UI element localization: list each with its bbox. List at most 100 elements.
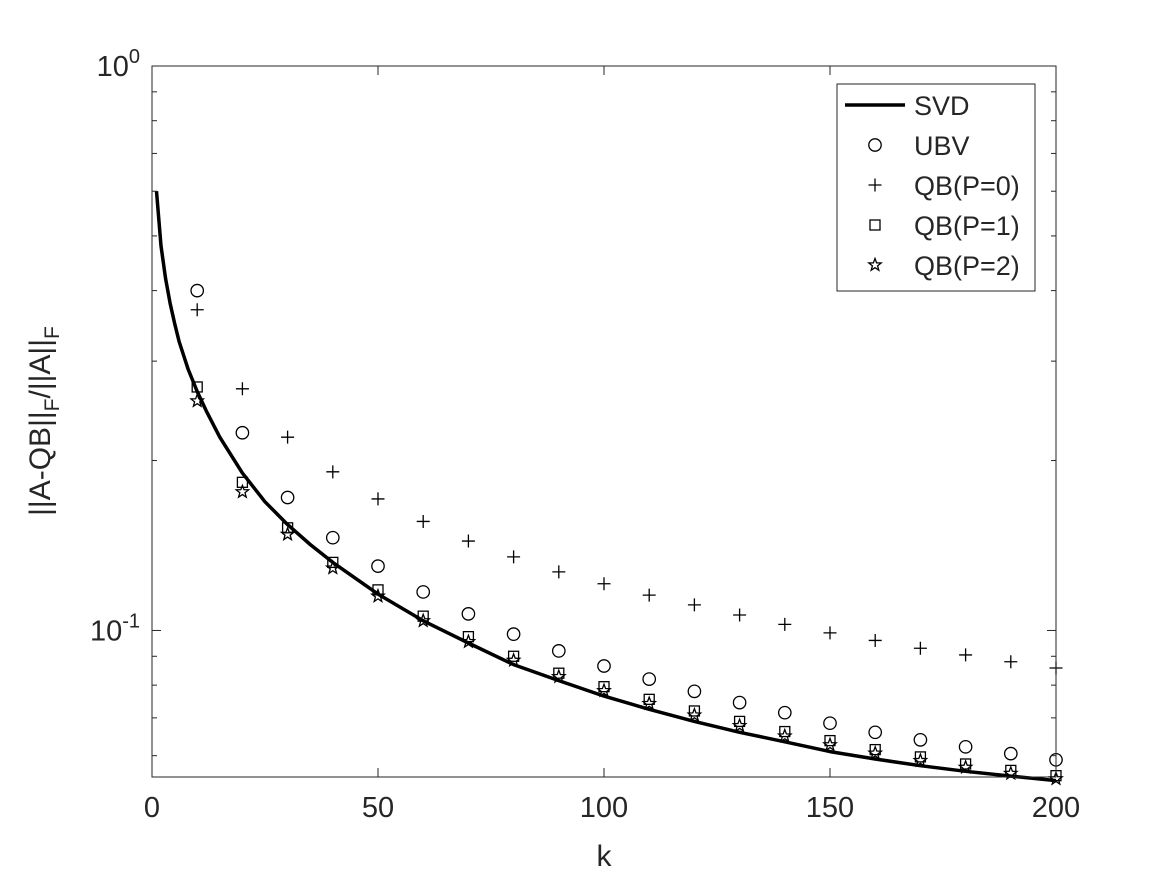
data-point-plus [507,550,521,564]
data-point-square [914,751,927,763]
data-point-star [867,744,884,761]
data-point-plus [281,430,295,444]
data-point-square [417,610,429,622]
data-point-circle [371,559,385,573]
data-point-star [279,525,296,542]
data-point-circle [235,425,250,440]
data-point-square [553,667,565,679]
data-point-star [189,392,206,408]
data-point-star [234,483,251,499]
data-point-plus [959,648,973,662]
y-axis-label: ||A-QB||F/||A||F [24,326,64,516]
data-point-plus [778,617,792,631]
data-point-circle [1003,746,1018,761]
legend-swatch-circle [868,138,882,152]
series-circle [190,283,1063,767]
series-square [191,381,1062,782]
data-point-star [1002,765,1019,781]
data-point-square [191,381,203,393]
data-point-square [372,584,384,596]
data-point-circle [732,695,747,710]
data-point-plus [913,641,927,655]
data-point-plus [326,465,340,479]
data-point-star [550,668,567,684]
data-point-star [460,633,477,649]
data-point-plus [416,514,430,528]
series-line-svd [154,191,1057,783]
data-point-circle [416,585,431,599]
data-point-square [688,705,701,717]
axes: 0 50 100 150 200 100 10-1 [90,46,1080,824]
data-point-star [912,752,929,768]
data-point-square [281,522,294,534]
data-point-circle [913,732,928,747]
data-point-plus [823,626,837,640]
legend-label: QB(P=2) [914,251,1020,281]
data-point-star [370,587,386,603]
data-point-plus [868,633,882,647]
y-tick-label: 100 [97,46,140,83]
data-point-circle [280,490,295,505]
data-point-circle [823,716,837,731]
data-point-circle [551,644,566,658]
data-point-square [959,758,972,770]
legend-box [836,83,1036,292]
data-point-circle [687,684,702,699]
data-point-plus [371,492,385,506]
data-point-star [731,717,748,733]
data-point-plus [597,577,611,591]
data-point-star [686,706,703,722]
data-point-star [641,695,658,711]
data-point-circle [325,530,340,545]
x-tick-label: 0 [144,792,160,824]
data-point-star [822,736,838,752]
legend-label: QB(P=0) [914,171,1020,201]
series-plus [190,303,1063,675]
legend: SVD UBV QB(P=0) QB(P=1) QB(P=2) [836,83,1036,292]
data-point-square [733,715,746,728]
data-point-star [324,559,341,575]
data-point-plus [190,303,204,317]
plot-area [154,191,1064,786]
legend-swatch-star [867,256,883,272]
data-point-plus [235,382,249,396]
data-point-star [415,612,432,628]
legend-label: QB(P=1) [914,211,1020,241]
data-point-circle [958,739,973,754]
data-point-square [643,693,655,705]
data-point-square [236,476,249,488]
data-point-circle [597,659,611,673]
x-tick-label: 50 [362,792,394,824]
data-point-square [462,631,475,643]
data-point-square [824,734,836,747]
data-point-plus [461,534,475,548]
data-point-circle [642,672,657,686]
data-point-plus [733,608,747,622]
series-star [189,392,1064,786]
data-point-square [869,743,881,756]
legend-swatch-square [869,219,881,231]
data-point-star [776,727,793,743]
data-point-star [505,652,522,668]
legend-label: SVD [914,91,970,121]
x-tick-label: 150 [806,792,854,824]
x-tick-label: 100 [580,792,628,824]
data-point-square [598,681,610,693]
data-point-circle [868,725,883,740]
legend-label: UBV [914,131,970,161]
data-point-plus [687,598,701,612]
data-point-star [596,682,612,698]
y-tick-label: 10-1 [90,610,140,647]
data-point-circle [777,705,792,720]
data-point-plus [642,588,656,602]
data-point-star [957,759,974,775]
data-point-plus [1004,655,1018,669]
data-point-circle [190,283,205,298]
data-point-circle [506,627,521,642]
data-point-square [507,650,520,662]
x-tick-label: 200 [1032,792,1080,824]
data-point-circle [461,607,476,621]
x-axis-label: k [597,840,613,873]
data-point-plus [552,565,566,579]
